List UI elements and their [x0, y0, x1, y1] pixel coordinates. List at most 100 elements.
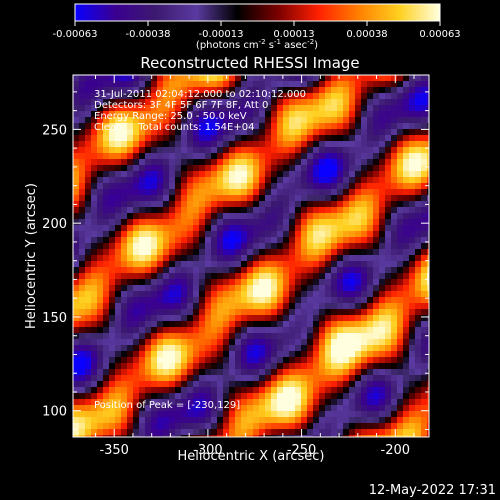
heatmap-cell — [79, 153, 85, 159]
heatmap-cell — [73, 87, 79, 93]
heatmap-cell — [391, 159, 397, 165]
heatmap-cell — [403, 165, 409, 171]
heatmap-cell — [181, 243, 187, 249]
heatmap-cell — [277, 87, 283, 93]
heatmap-cell — [175, 435, 181, 437]
heatmap-cell — [319, 165, 325, 171]
heatmap-cell — [163, 129, 169, 135]
heatmap-cell — [373, 207, 379, 213]
heatmap-cell — [409, 189, 415, 195]
heatmap-cell — [73, 363, 79, 369]
heatmap-cell — [187, 303, 193, 309]
heatmap-cell — [91, 171, 97, 177]
heatmap-cell — [403, 393, 409, 399]
heatmap-cell — [115, 417, 121, 423]
heatmap-cell — [373, 243, 379, 249]
heatmap-cell — [157, 333, 163, 339]
heatmap-cell — [313, 183, 319, 189]
heatmap-cell — [121, 87, 127, 93]
heatmap-cell — [241, 273, 247, 279]
heatmap-cell — [229, 123, 235, 129]
heatmap-cell — [373, 183, 379, 189]
heatmap-cell — [337, 267, 343, 273]
heatmap-cell — [385, 231, 391, 237]
heatmap-cell — [139, 363, 145, 369]
heatmap-cell — [259, 129, 265, 135]
heatmap-cell — [427, 135, 429, 141]
heatmap-cell — [85, 411, 91, 417]
heatmap-cell — [319, 93, 325, 99]
heatmap-cell — [97, 357, 103, 363]
heatmap-cell — [295, 315, 301, 321]
heatmap-cell — [301, 153, 307, 159]
heatmap-cell — [109, 153, 115, 159]
heatmap-cell — [187, 351, 193, 357]
heatmap-cell — [79, 231, 85, 237]
heatmap-cell — [331, 267, 337, 273]
heatmap-cell — [199, 237, 205, 243]
heatmap-cell — [427, 153, 429, 159]
heatmap-cell — [313, 189, 319, 195]
heatmap-cell — [403, 183, 409, 189]
heatmap-cell — [127, 93, 133, 99]
heatmap-cell — [145, 123, 151, 129]
heatmap-cell — [379, 177, 385, 183]
heatmap-cell — [109, 357, 115, 363]
heatmap-cell — [217, 399, 223, 405]
heatmap-cell — [175, 201, 181, 207]
heatmap-cell — [163, 231, 169, 237]
heatmap-cell — [289, 129, 295, 135]
heatmap-cell — [295, 153, 301, 159]
heatmap-cell — [97, 309, 103, 315]
heatmap-cell — [271, 153, 277, 159]
heatmap-cell — [223, 111, 229, 117]
heatmap-cell — [361, 375, 367, 381]
heatmap-cell — [295, 417, 301, 423]
heatmap-cell — [163, 261, 169, 267]
heatmap-cell — [235, 153, 241, 159]
heatmap-cell — [343, 147, 349, 153]
heatmap-cell — [157, 75, 163, 81]
heatmap-cell — [73, 291, 79, 297]
heatmap-cell — [181, 387, 187, 393]
heatmap-cell — [349, 279, 355, 285]
heatmap-cell — [139, 165, 145, 171]
heatmap-cell — [103, 75, 109, 81]
heatmap-cell — [283, 411, 289, 417]
heatmap-cell — [325, 369, 331, 375]
heatmap-cell — [373, 213, 379, 219]
heatmap-cell — [337, 75, 343, 81]
heatmap-cell — [103, 219, 109, 225]
heatmap-cell — [427, 393, 429, 399]
heatmap-cell — [385, 219, 391, 225]
heatmap-cell — [295, 411, 301, 417]
heatmap-cell — [367, 219, 373, 225]
heatmap-cell — [193, 357, 199, 363]
heatmap-cell — [379, 291, 385, 297]
heatmap-cell — [181, 405, 187, 411]
heatmap-cell — [379, 255, 385, 261]
heatmap-cell — [331, 207, 337, 213]
heatmap-cell — [265, 135, 271, 141]
heatmap-cell — [85, 183, 91, 189]
heatmap-cell — [193, 123, 199, 129]
heatmap-cell — [133, 243, 139, 249]
heatmap-cell — [379, 147, 385, 153]
heatmap-cell — [115, 399, 121, 405]
heatmap-cell — [355, 123, 361, 129]
heatmap-cell — [103, 387, 109, 393]
heatmap-cell — [151, 111, 157, 117]
heatmap-cell — [163, 75, 169, 81]
heatmap-cell — [325, 381, 331, 387]
heatmap-cell — [241, 423, 247, 429]
heatmap-cell — [247, 405, 253, 411]
heatmap-cell — [307, 279, 313, 285]
heatmap-cell — [145, 165, 151, 171]
heatmap-cell — [229, 129, 235, 135]
heatmap-cell — [337, 345, 343, 351]
heatmap-cell — [361, 435, 367, 437]
heatmap-cell — [115, 297, 121, 303]
heatmap-cell — [127, 99, 133, 105]
heatmap-cell — [319, 117, 325, 123]
heatmap-cell — [157, 321, 163, 327]
